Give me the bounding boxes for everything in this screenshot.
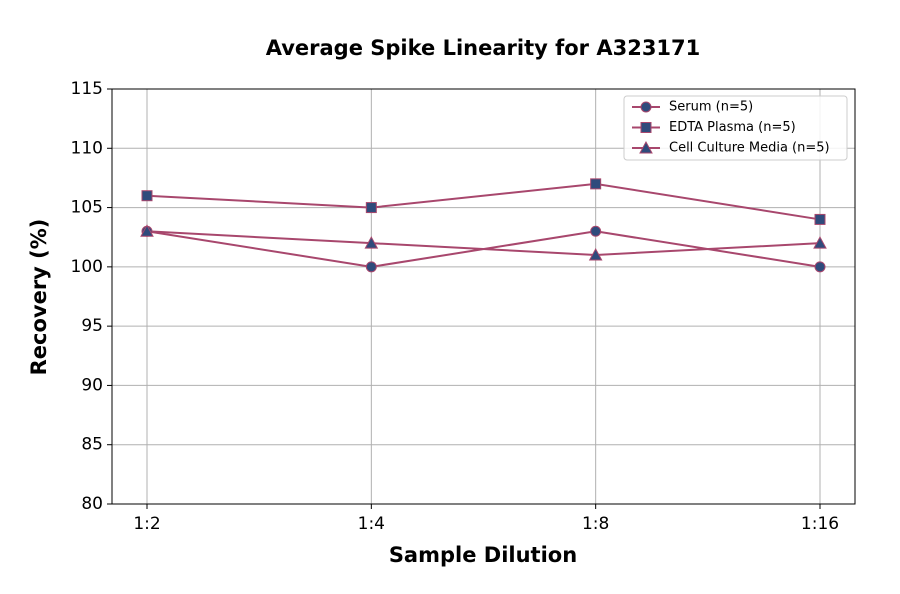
- marker: [640, 101, 652, 113]
- y-tick-label: 115: [71, 79, 103, 99]
- marker: [365, 261, 377, 273]
- marker: [814, 213, 826, 225]
- x-tick-label: 1:16: [801, 514, 839, 534]
- marker: [639, 140, 653, 154]
- legend-label: EDTA Plasma (n=5): [669, 120, 796, 135]
- y-axis-label: Recovery (%): [27, 219, 51, 376]
- x-tick-label: 1:2: [133, 514, 160, 534]
- legend-label: Cell Culture Media (n=5): [669, 141, 830, 156]
- marker: [588, 247, 603, 261]
- y-tick-label: 105: [71, 198, 103, 218]
- y-tick-label: 110: [71, 138, 103, 158]
- legend-frame: [623, 95, 848, 161]
- marker: [141, 190, 153, 202]
- series-line: [146, 182, 821, 221]
- marker: [813, 236, 827, 249]
- y-tick-label: 90: [81, 375, 103, 395]
- plot-frame: [111, 88, 856, 505]
- y-tick-label: 95: [81, 316, 103, 336]
- marker: [590, 178, 602, 190]
- x-tick-label: 1:8: [582, 514, 609, 534]
- series-line: [146, 230, 821, 257]
- y-tick-label: 100: [71, 257, 103, 277]
- y-tick-label: 80: [81, 494, 103, 514]
- chart-title: Average Spike Linearity for A323171: [266, 36, 701, 60]
- marker: [640, 122, 652, 133]
- marker: [364, 236, 379, 249]
- marker: [590, 225, 602, 237]
- x-tick-label: 1:4: [358, 514, 385, 534]
- legend-label: Serum (n=5): [669, 100, 753, 115]
- marker: [814, 261, 826, 273]
- x-axis-label: Sample Dilution: [389, 543, 577, 567]
- marker: [365, 202, 377, 214]
- y-tick-label: 85: [81, 435, 103, 455]
- marker: [140, 224, 154, 237]
